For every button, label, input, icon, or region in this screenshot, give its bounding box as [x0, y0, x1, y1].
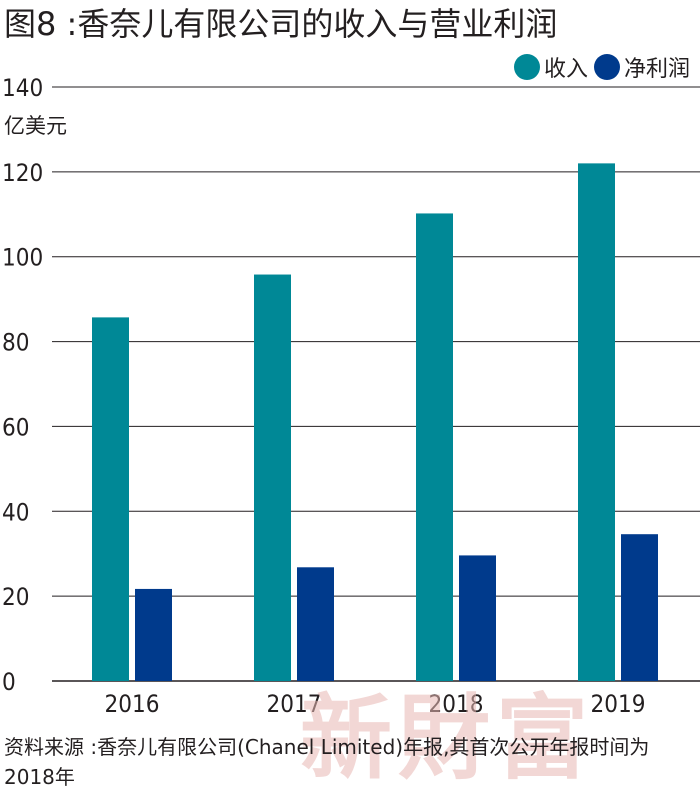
watermark: 新財富	[300, 684, 595, 792]
legend-swatch-net-profit	[593, 54, 620, 80]
legend: 收入 净利润	[508, 52, 690, 82]
source-footnote: 资料来源 :香奈儿有限公司(Chanel Limited)年报,其首次公开年报时…	[4, 735, 650, 789]
bar-revenue-2018	[416, 213, 453, 682]
legend-item-net-profit: 净利润	[593, 51, 690, 83]
bar-revenue-2017	[254, 274, 291, 681]
bar-revenue-2019	[578, 163, 615, 681]
y-tick-label: 40	[2, 498, 29, 526]
bar-net-profit-2018	[459, 555, 496, 681]
chart-title: 图8 :香奈儿有限公司的收入与营业利润	[4, 5, 558, 43]
y-tick-label: 20	[2, 583, 29, 611]
y-tick-label: 80	[2, 329, 29, 357]
x-tick-label: 2019	[591, 690, 646, 718]
legend-swatch-revenue	[513, 54, 540, 80]
y-tick-label: 140	[2, 74, 43, 102]
y-tick-label: 100	[2, 244, 43, 272]
legend-item-revenue: 收入	[513, 51, 588, 83]
y-tick-label: 0	[2, 668, 16, 696]
bar-chart: 0 20 40 60 80 100 120 140 2016 2017 2018 2019	[2, 74, 700, 718]
x-tick-label: 2016	[105, 690, 160, 718]
x-tick-label: 2017	[267, 690, 322, 718]
bar-net-profit-2019	[621, 534, 658, 681]
bar-net-profit-2016	[135, 588, 172, 681]
bar-revenue-2016	[92, 317, 129, 681]
legend-label-revenue: 收入	[543, 57, 588, 82]
bar-net-profit-2017	[297, 567, 334, 681]
legend-label-net-profit: 净利润	[623, 57, 690, 82]
y-tick-label: 120	[2, 159, 43, 187]
y-axis-unit-label: 亿美元	[4, 114, 67, 138]
y-tick-label: 60	[2, 413, 29, 441]
x-tick-label: 2018	[429, 690, 484, 718]
